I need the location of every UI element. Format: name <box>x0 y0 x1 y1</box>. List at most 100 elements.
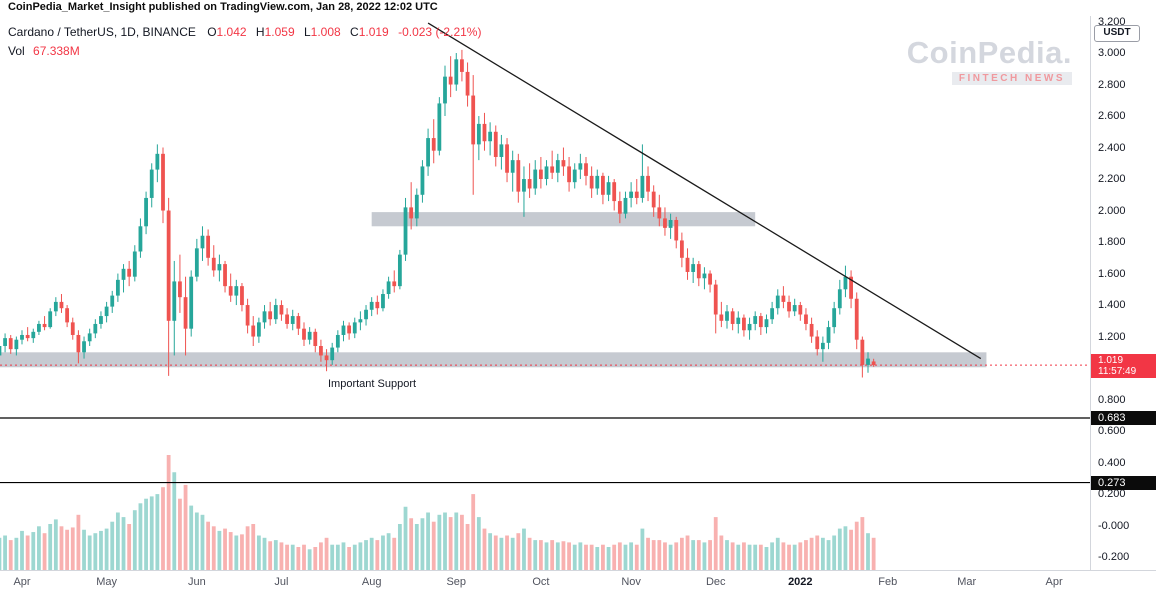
candle-body <box>42 323 47 328</box>
candlestick-chart-canvas[interactable] <box>0 16 1090 570</box>
volume-bar <box>657 540 662 570</box>
volume-bar <box>634 544 639 570</box>
volume-bar <box>223 528 227 570</box>
candle-body <box>674 219 679 241</box>
volume-bar <box>815 535 820 570</box>
price-tick-label: 3.000 <box>1098 47 1126 60</box>
volume-bar <box>31 532 36 570</box>
low-value: L1.008 <box>303 25 341 39</box>
candle-body <box>392 281 397 287</box>
price-tick-label: 2.800 <box>1098 78 1126 91</box>
candle-body <box>527 179 532 189</box>
volume-bar <box>313 547 318 570</box>
volume-bar <box>99 530 103 570</box>
volume-bar <box>403 506 408 570</box>
volume-bar <box>341 542 346 570</box>
volume-bar <box>567 542 571 570</box>
candle-body <box>742 317 746 331</box>
candle-body <box>567 166 571 183</box>
candle-body <box>781 295 786 302</box>
candle-body <box>178 281 182 298</box>
candle-body <box>20 334 24 340</box>
volume-bar <box>110 521 115 570</box>
candle-body <box>522 179 526 192</box>
volume-bar <box>189 505 194 570</box>
level-badge-0683: 0.683 <box>1091 410 1156 425</box>
important-support-label: Important Support <box>328 378 417 390</box>
volume-bar <box>601 544 605 570</box>
volume-bar <box>307 549 312 570</box>
volume-bar <box>296 547 301 570</box>
candle-body <box>87 333 92 342</box>
candle-body <box>364 309 368 320</box>
volume-bar <box>787 544 791 570</box>
volume-bar <box>809 537 814 570</box>
volume-bar <box>104 528 109 570</box>
volume-bar <box>155 494 160 570</box>
candle-body <box>572 169 577 183</box>
candle-body <box>110 295 115 307</box>
volume-bar <box>358 542 363 570</box>
candle-body <box>302 328 306 340</box>
candle-body <box>149 169 154 198</box>
volume-bar <box>696 540 701 570</box>
volume-bar <box>392 537 397 570</box>
candle-body <box>99 316 103 324</box>
volume-bar <box>488 533 493 570</box>
volume-bar <box>426 512 430 570</box>
candle-body <box>476 123 481 145</box>
candle-body <box>584 163 588 176</box>
candle-body <box>155 153 160 170</box>
candle-body <box>612 182 617 202</box>
candle-body <box>555 160 560 173</box>
descending-trendline[interactable] <box>427 22 982 360</box>
time-tick-label: Apr <box>1045 576 1063 588</box>
price-tick-label: 3.200 <box>1098 15 1126 28</box>
candle-body <box>691 264 696 272</box>
candle-body <box>493 131 498 157</box>
volume-bar <box>516 533 521 570</box>
candle-body <box>617 201 622 214</box>
volume-bar <box>561 541 566 570</box>
volume-bar <box>747 544 752 570</box>
candle-body <box>234 286 239 296</box>
price-axis[interactable]: USDT 1.019 11:57:49 0.683 0.273 3.200 3.0… <box>1090 16 1156 570</box>
support-zone <box>0 352 987 368</box>
volume-bar <box>335 544 340 570</box>
price-tick-label: 0.400 <box>1098 456 1126 469</box>
volume-bar <box>826 540 831 570</box>
candle-body <box>725 311 729 321</box>
candle-body <box>561 160 566 167</box>
candle-body <box>629 191 634 198</box>
volume-bar <box>866 533 870 570</box>
time-tick-label: Aug <box>361 576 382 588</box>
price-tick-label: 1.600 <box>1098 267 1126 280</box>
candle-body <box>104 306 109 317</box>
high-value: H1.059 <box>255 25 295 39</box>
volume-bar <box>14 537 19 570</box>
volume-bar <box>138 503 143 570</box>
price-tick-label: 0.200 <box>1098 488 1126 501</box>
symbol-ohlc-row: Cardano / TetherUS, 1D, BINANCE O1.042 H… <box>8 25 481 39</box>
candle-body <box>809 323 814 337</box>
candle-body <box>347 325 352 334</box>
volume-bar <box>640 528 645 570</box>
volume-bar <box>674 542 679 570</box>
volume-bar <box>397 524 402 570</box>
time-tick-label: Sep <box>446 576 467 588</box>
volume-bar <box>431 521 436 570</box>
price-tick-label: 0.600 <box>1098 425 1126 438</box>
volume-bar <box>527 537 532 570</box>
volume-bar <box>837 528 842 570</box>
volume-bar <box>70 527 75 570</box>
volume-bar <box>651 540 656 570</box>
volume-bar <box>505 535 509 570</box>
volume-bar <box>646 537 650 570</box>
candle-body <box>443 76 447 104</box>
close-value: C1.019 <box>350 25 389 39</box>
time-axis[interactable]: Apr May Jun Jul Aug Sep Oct Nov Dec 2022 Feb Mar Apr <box>0 570 1156 595</box>
chart-plot-area[interactable]: Cardano / TetherUS, 1D, BINANCE O1.042 H… <box>0 16 1090 570</box>
candle-body <box>860 339 865 365</box>
bar-countdown: 11:57:49 <box>1098 366 1137 378</box>
candle-body <box>324 355 329 361</box>
